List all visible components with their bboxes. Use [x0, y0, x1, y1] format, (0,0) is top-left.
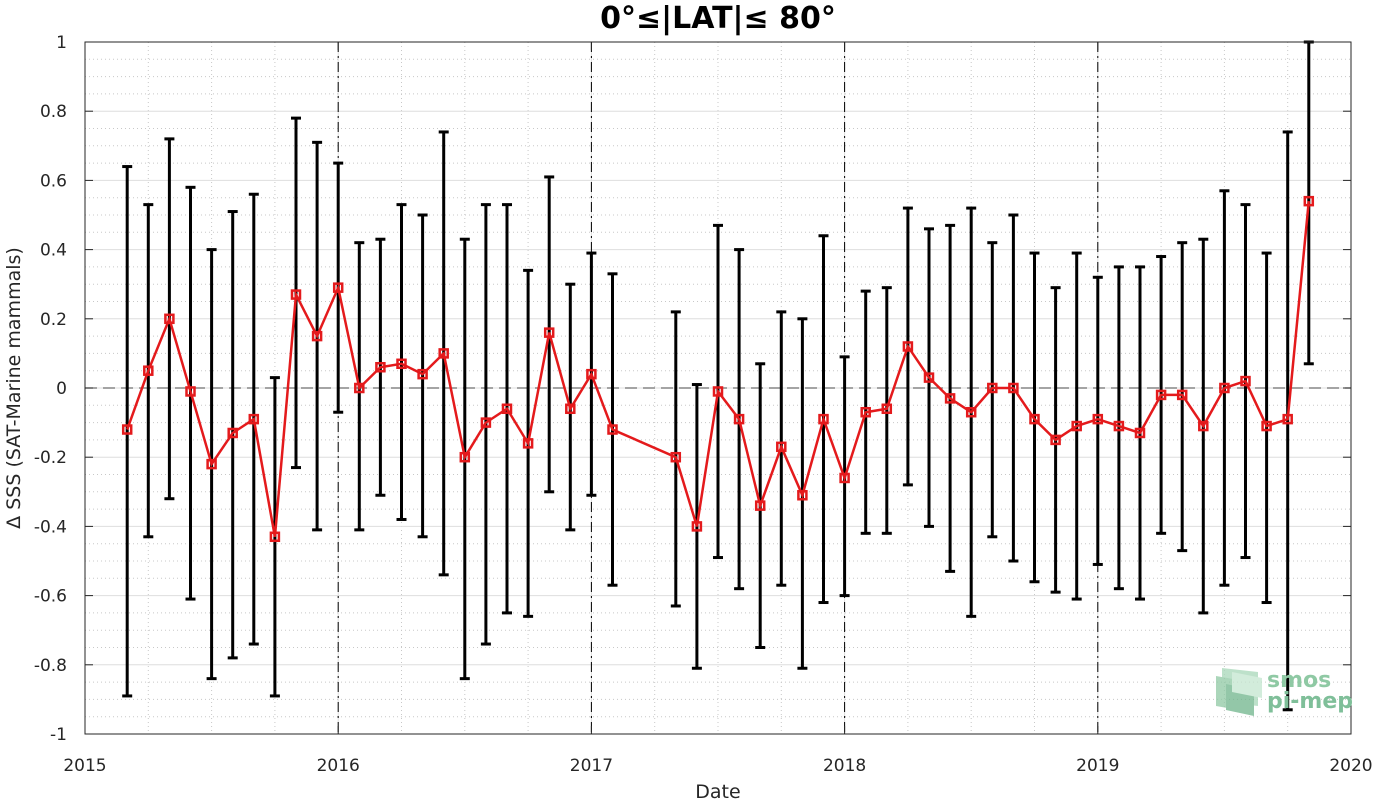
data-point-marker: [691, 521, 703, 532]
data-point-marker: [1155, 389, 1167, 401]
y-tick-label: 0.4: [40, 241, 67, 261]
data-point-marker: [860, 406, 871, 418]
logo-text-pi-mep: pi-mep: [1267, 689, 1353, 714]
data-point-marker: [1008, 382, 1019, 394]
data-point-marker: [1029, 413, 1040, 425]
data-point-marker: [1092, 413, 1104, 425]
data-point-marker: [733, 413, 745, 425]
x-tick-label: 2020: [1329, 756, 1372, 776]
data-point-marker: [121, 424, 133, 435]
y-tick-label: 0.2: [40, 310, 67, 330]
data-point-marker: [1198, 420, 1209, 432]
y-tick-label: -0.6: [34, 587, 67, 607]
data-point-marker: [923, 372, 935, 383]
data-point-marker: [1282, 413, 1293, 425]
data-point-marker: [902, 341, 914, 352]
data-point-marker: [797, 490, 808, 501]
data-point-marker: [1219, 382, 1230, 394]
data-point-marker: [227, 427, 238, 439]
data-point-marker: [754, 500, 766, 511]
data-point-marker: [776, 441, 787, 453]
data-point-marker: [818, 413, 829, 425]
data-point-marker: [1261, 420, 1272, 432]
y-tick-label: -0.4: [34, 517, 67, 537]
data-point-marker: [1050, 434, 1061, 446]
data-point-marker: [501, 403, 513, 415]
data-point-marker: [881, 403, 893, 415]
x-tick-label: 2018: [823, 756, 866, 776]
data-point-marker: [248, 413, 260, 425]
data-point-marker: [354, 382, 365, 394]
data-point-marker: [839, 472, 850, 484]
data-point-marker: [417, 368, 428, 380]
data-point-marker: [543, 327, 555, 338]
data-point-marker: [965, 406, 977, 418]
data-point-marker: [987, 382, 998, 394]
y-tick-labels: 1 0.8 0.6 0.4 0.2 0 -0.2 -0.4 -0.6 -0.8 -1: [34, 33, 67, 745]
data-point-marker: [1071, 420, 1082, 432]
logo-text-smos: smos: [1267, 668, 1331, 693]
y-tick-label: 0: [56, 379, 67, 399]
data-point-marker: [522, 438, 534, 449]
data-point-marker: [311, 330, 323, 342]
data-point-marker: [1134, 427, 1146, 439]
data-point-marker: [670, 451, 682, 463]
data-point-marker: [206, 458, 217, 470]
axis-ticks: [84, 41, 1352, 735]
data-point-marker: [480, 417, 492, 428]
smos-pi-mep-logo: smos pi-mep: [1216, 668, 1353, 716]
chart-title: 0°≤|LAT|≤ 80°: [600, 1, 836, 36]
data-point-marker: [164, 313, 175, 325]
y-tick-label: -1: [50, 725, 67, 745]
x-tick-label: 2017: [570, 756, 613, 776]
y-tick-label: 0.6: [40, 171, 67, 191]
x-axis-label: Date: [695, 781, 740, 801]
data-point-marker: [1240, 375, 1251, 387]
y-axis-label: Δ SSS (SAT-Marine mammals): [3, 247, 25, 529]
data-point-marker: [1176, 389, 1188, 401]
y-tick-label: -0.8: [34, 656, 67, 676]
data-markers: [121, 195, 1315, 543]
y-tick-label: -0.2: [34, 448, 67, 468]
series-line: [126, 201, 1311, 538]
x-tick-label: 2019: [1076, 756, 1119, 776]
data-point-marker: [332, 282, 344, 293]
y-tick-label: 1: [56, 33, 67, 53]
logo-emblem-icon: [1216, 668, 1262, 716]
data-point-marker: [143, 365, 154, 376]
data-point-marker: [375, 361, 386, 373]
x-tick-labels: 2015 2016 2017 2018 2019 2020: [63, 756, 1372, 776]
data-point-marker: [1303, 195, 1315, 207]
data-point-marker: [396, 358, 407, 370]
data-point-marker: [944, 393, 956, 404]
data-point-marker: [290, 289, 302, 300]
data-point-marker: [712, 386, 724, 397]
x-tick-label: 2015: [63, 756, 106, 776]
data-point-marker: [1113, 420, 1125, 432]
x-tick-label: 2016: [317, 756, 360, 776]
data-point-marker: [565, 403, 576, 415]
data-point-marker: [607, 424, 618, 435]
data-point-marker: [459, 451, 471, 463]
data-point-marker: [438, 348, 449, 359]
data-point-marker: [586, 368, 597, 380]
data-point-marker: [185, 386, 196, 397]
data-point-marker: [269, 531, 281, 543]
y-tick-label: 0.8: [40, 102, 67, 122]
